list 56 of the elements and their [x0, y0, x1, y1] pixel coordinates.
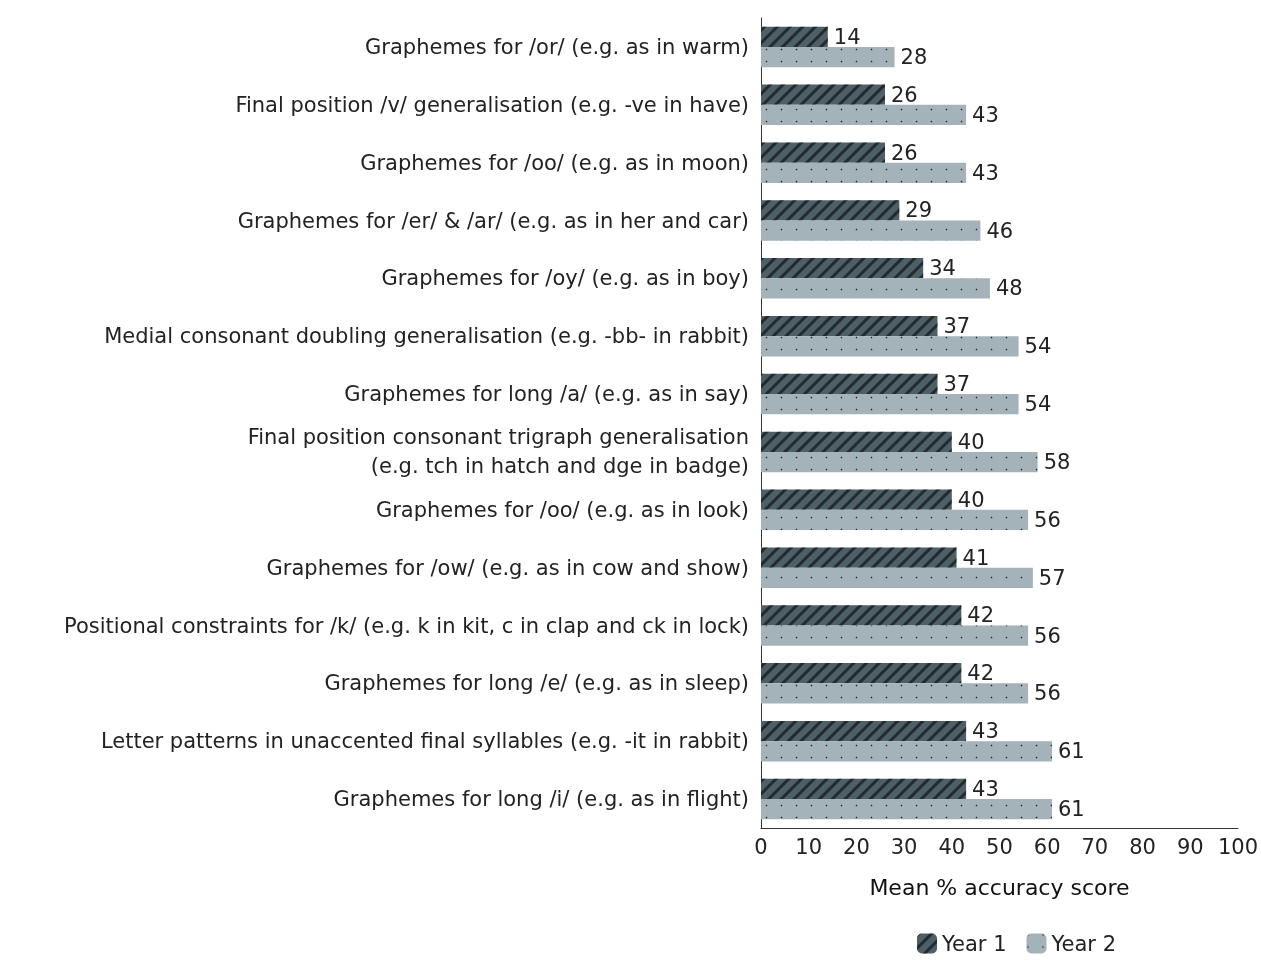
x-tick-label: 0	[754, 834, 768, 859]
y-tick-label: Final position consonant trigraph generalisation (e.g. tch in hatch and dge in badge)	[247, 425, 749, 479]
x-tick-label: 90	[1176, 834, 1204, 859]
data-label: 26	[891, 82, 918, 107]
y-tick-label: Final position /v/ generalisation (e.g. -ve in have)	[235, 92, 749, 117]
x-tick-label: 100	[1217, 834, 1259, 859]
data-label: 34	[929, 256, 956, 281]
data-label: 57	[1038, 565, 1066, 590]
y-tick-label: Graphemes for long /e/ (e.g. as in sleep)	[324, 671, 749, 696]
legend-label: Year 1	[941, 931, 1007, 956]
y-tick-label: Graphemes for long /a/ (e.g. as in say)	[344, 382, 749, 407]
data-label: 56	[1034, 681, 1061, 706]
data-label: 46	[986, 218, 1014, 243]
y-tick-label: Graphemes for /ow/ (e.g. as in cow and show)	[266, 555, 749, 580]
data-label: 40	[957, 429, 985, 454]
data-label: 29	[905, 198, 933, 223]
data-label: 61	[1057, 739, 1085, 764]
data-label: 26	[891, 140, 918, 165]
y-tick-label: Graphemes for /oy/ (e.g. as in boy)	[381, 266, 749, 291]
y-tick-label: Graphemes for long /i/ (e.g. as in flight)	[333, 787, 749, 812]
legend-label: Year 2	[1050, 931, 1116, 956]
y-tick-label: Graphemes for /er/ & /ar/ (e.g. as in her and car)	[237, 208, 749, 233]
y-tick-label: Positional constraints for /k/ (e.g. k in kit, c in clap and ck in lock)	[63, 613, 749, 638]
data-label: 40	[957, 487, 985, 512]
data-label: 43	[972, 160, 999, 185]
data-label: 28	[900, 45, 928, 70]
data-label: 37	[943, 314, 971, 339]
data-label: 41	[962, 545, 990, 570]
data-label: 58	[1043, 450, 1071, 475]
x-tick-label: 50	[986, 834, 1013, 859]
x-tick-label: 30	[890, 834, 918, 859]
y-tick-label: Letter patterns in unaccented final syllables (e.g. -it in rabbit)	[100, 729, 749, 754]
y-tick-label: Medial consonant doubling generalisation (e.g. -bb- in rabbit)	[104, 324, 749, 349]
data-label: 56	[1034, 507, 1061, 532]
x-tick-label: 20	[843, 834, 870, 859]
data-label: 43	[972, 719, 999, 744]
x-tick-label: 70	[1081, 834, 1109, 859]
data-label: 43	[972, 776, 999, 801]
x-axis-title: Mean % accuracy score	[869, 874, 1130, 900]
data-label: 14	[833, 24, 861, 49]
data-label: 48	[995, 276, 1023, 301]
data-label: 43	[972, 102, 999, 127]
x-tick-label: 40	[938, 834, 966, 859]
data-label: 56	[1034, 623, 1061, 648]
y-tick-label: Graphemes for /oo/ (e.g. as in moon)	[360, 150, 749, 175]
data-label: 42	[967, 661, 995, 686]
data-label: 54	[1024, 334, 1052, 359]
x-tick-label: 10	[795, 834, 823, 859]
y-tick-label: Graphemes for /oo/ (e.g. as in look)	[375, 497, 749, 522]
data-label: 61	[1057, 797, 1085, 822]
y-tick-label: Graphemes for /or/ (e.g. as in warm)	[365, 34, 749, 59]
x-tick-label: 80	[1129, 834, 1156, 859]
x-tick-label: 60	[1033, 834, 1061, 859]
data-label: 54	[1024, 392, 1052, 417]
data-label: 42	[967, 603, 995, 628]
data-label: 37	[943, 371, 971, 396]
